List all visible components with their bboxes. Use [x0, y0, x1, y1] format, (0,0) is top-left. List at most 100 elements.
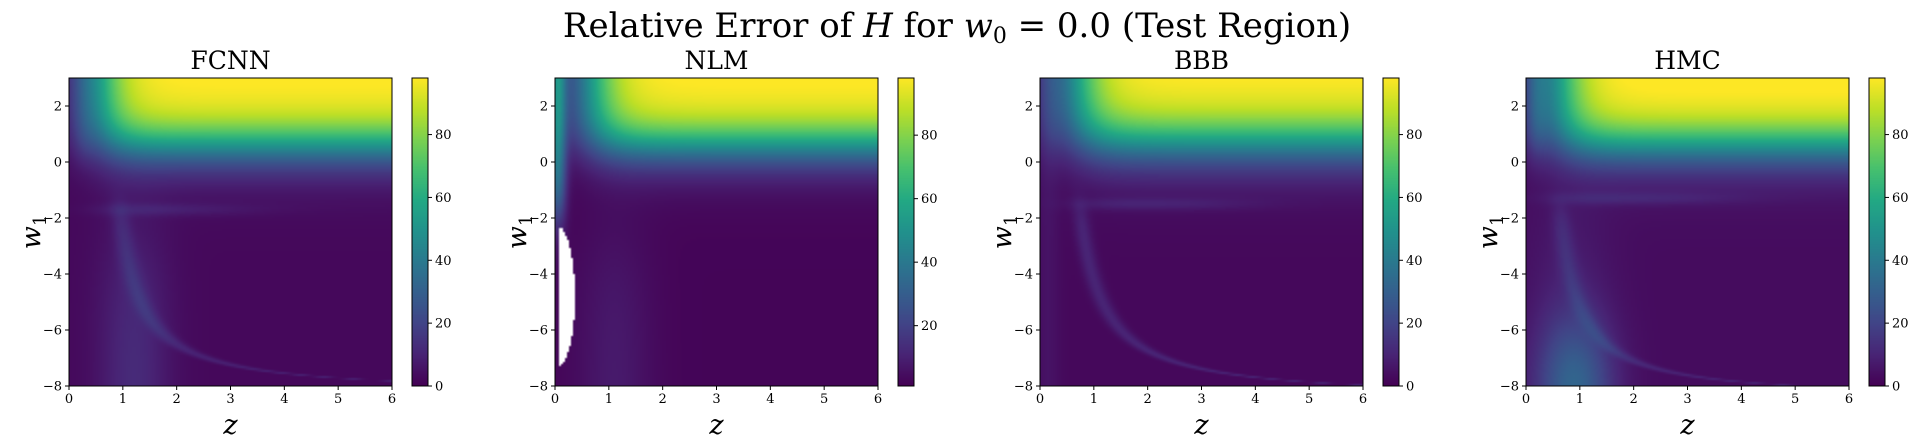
x-tick-label: 1	[1090, 392, 1098, 407]
y-tick-label: −6	[1500, 324, 1519, 339]
x-tick-label: 4	[280, 392, 288, 407]
colorbar-tick-label: 20	[921, 319, 938, 334]
x-tick-label: 3	[1197, 392, 1205, 407]
colorbar-tick-label: 60	[435, 191, 452, 206]
x-tick-label: 6	[388, 392, 396, 407]
y-axis-label: w1	[502, 215, 537, 250]
x-tick-label: 4	[1251, 392, 1259, 407]
x-tick-label: 0	[1522, 392, 1530, 407]
x-tick-label: 6	[874, 392, 882, 407]
panel-title: FCNN	[190, 46, 270, 75]
panel-title: HMC	[1654, 46, 1721, 75]
colorbar-tick-label: 40	[921, 256, 938, 271]
y-tick-label: −8	[529, 380, 548, 395]
y-tick-label: −8	[1014, 380, 1033, 395]
x-tick-label: 5	[820, 392, 828, 407]
y-tick-label: 0	[1511, 156, 1519, 171]
colorbar-tick-label: 60	[921, 192, 938, 207]
x-tick-label: 1	[1576, 392, 1584, 407]
y-tick-label: −2	[529, 212, 548, 227]
x-axis-label: z	[1193, 410, 1209, 441]
y-tick-label: −2	[43, 212, 62, 227]
colorbar-frame	[1382, 77, 1400, 387]
y-tick-label: −4	[1500, 268, 1519, 283]
panel-title: BBB	[1174, 46, 1229, 75]
colorbar-tick-label: 0	[1892, 380, 1900, 395]
y-tick-label: −4	[43, 268, 62, 283]
heatmap-image	[1040, 78, 1363, 386]
colorbar-tick-label: 80	[435, 128, 452, 143]
x-tick-label: 1	[119, 392, 127, 407]
colorbar-tick-label: 40	[1406, 254, 1423, 269]
x-tick-label: 6	[1359, 392, 1367, 407]
colorbar-gradient	[898, 78, 914, 386]
y-tick-label: 2	[540, 100, 548, 115]
x-tick-label: 3	[226, 392, 234, 407]
x-tick-label: 2	[173, 392, 181, 407]
colorbar-gradient	[1869, 78, 1885, 386]
heatmap-image	[1526, 78, 1849, 386]
y-tick-label: 0	[1025, 156, 1033, 171]
x-tick-label: 0	[1036, 392, 1044, 407]
y-tick-label: −6	[1014, 324, 1033, 339]
heatmap-image	[69, 78, 392, 386]
colorbar-tick-label: 80	[921, 129, 938, 144]
y-tick-label: −4	[529, 268, 548, 283]
colorbar-tick-label: 80	[1406, 128, 1423, 143]
colorbar-tick-label: 40	[1892, 254, 1909, 269]
y-axis-label: w1	[987, 215, 1022, 250]
y-tick-label: −8	[1500, 380, 1519, 395]
x-tick-label: 3	[1683, 392, 1691, 407]
figure-title: Relative Error of H for w0 = 0.0 (Test R…	[563, 6, 1351, 49]
y-tick-label: 2	[1511, 100, 1519, 115]
colorbar-tick-label: 40	[435, 254, 452, 269]
colorbar-tick-label: 80	[1892, 128, 1909, 143]
y-tick-label: −6	[529, 324, 548, 339]
colorbar-tick-label: 20	[1892, 317, 1909, 332]
y-axis-label: w1	[1473, 215, 1508, 250]
x-tick-label: 4	[766, 392, 774, 407]
colorbar-frame	[411, 77, 429, 387]
y-tick-label: 0	[540, 156, 548, 171]
y-tick-label: −2	[1500, 212, 1519, 227]
x-tick-label: 2	[1630, 392, 1638, 407]
colorbar-tick-label: 0	[1406, 380, 1414, 395]
x-tick-label: 2	[1144, 392, 1152, 407]
colorbar-tick-label: 60	[1892, 191, 1909, 206]
y-tick-label: 2	[54, 100, 62, 115]
x-tick-label: 1	[605, 392, 613, 407]
x-axis-label: z	[222, 410, 238, 441]
x-tick-label: 4	[1737, 392, 1745, 407]
y-tick-label: −8	[43, 380, 62, 395]
x-tick-label: 0	[65, 392, 73, 407]
colorbar-tick-label: 0	[435, 380, 443, 395]
y-tick-label: −2	[1014, 212, 1033, 227]
colorbar-frame	[897, 77, 915, 387]
x-tick-label: 5	[1305, 392, 1313, 407]
y-tick-label: −4	[1014, 268, 1033, 283]
colorbar-gradient	[412, 78, 428, 386]
y-tick-label: −6	[43, 324, 62, 339]
y-tick-label: 2	[1025, 100, 1033, 115]
x-axis-label: z	[1679, 410, 1695, 441]
heatmap-image	[555, 78, 878, 386]
colorbar-tick-label: 20	[435, 317, 452, 332]
x-axis-label: z	[708, 410, 724, 441]
x-tick-label: 5	[334, 392, 342, 407]
colorbar-frame	[1868, 77, 1886, 387]
y-axis-label: w1	[16, 215, 51, 250]
panel-title: NLM	[684, 46, 748, 75]
x-tick-label: 6	[1845, 392, 1853, 407]
x-tick-label: 2	[659, 392, 667, 407]
x-tick-label: 3	[712, 392, 720, 407]
y-tick-label: 0	[54, 156, 62, 171]
colorbar-tick-label: 60	[1406, 191, 1423, 206]
x-tick-label: 5	[1791, 392, 1799, 407]
colorbar-tick-label: 20	[1406, 317, 1423, 332]
colorbar-gradient	[1383, 78, 1399, 386]
